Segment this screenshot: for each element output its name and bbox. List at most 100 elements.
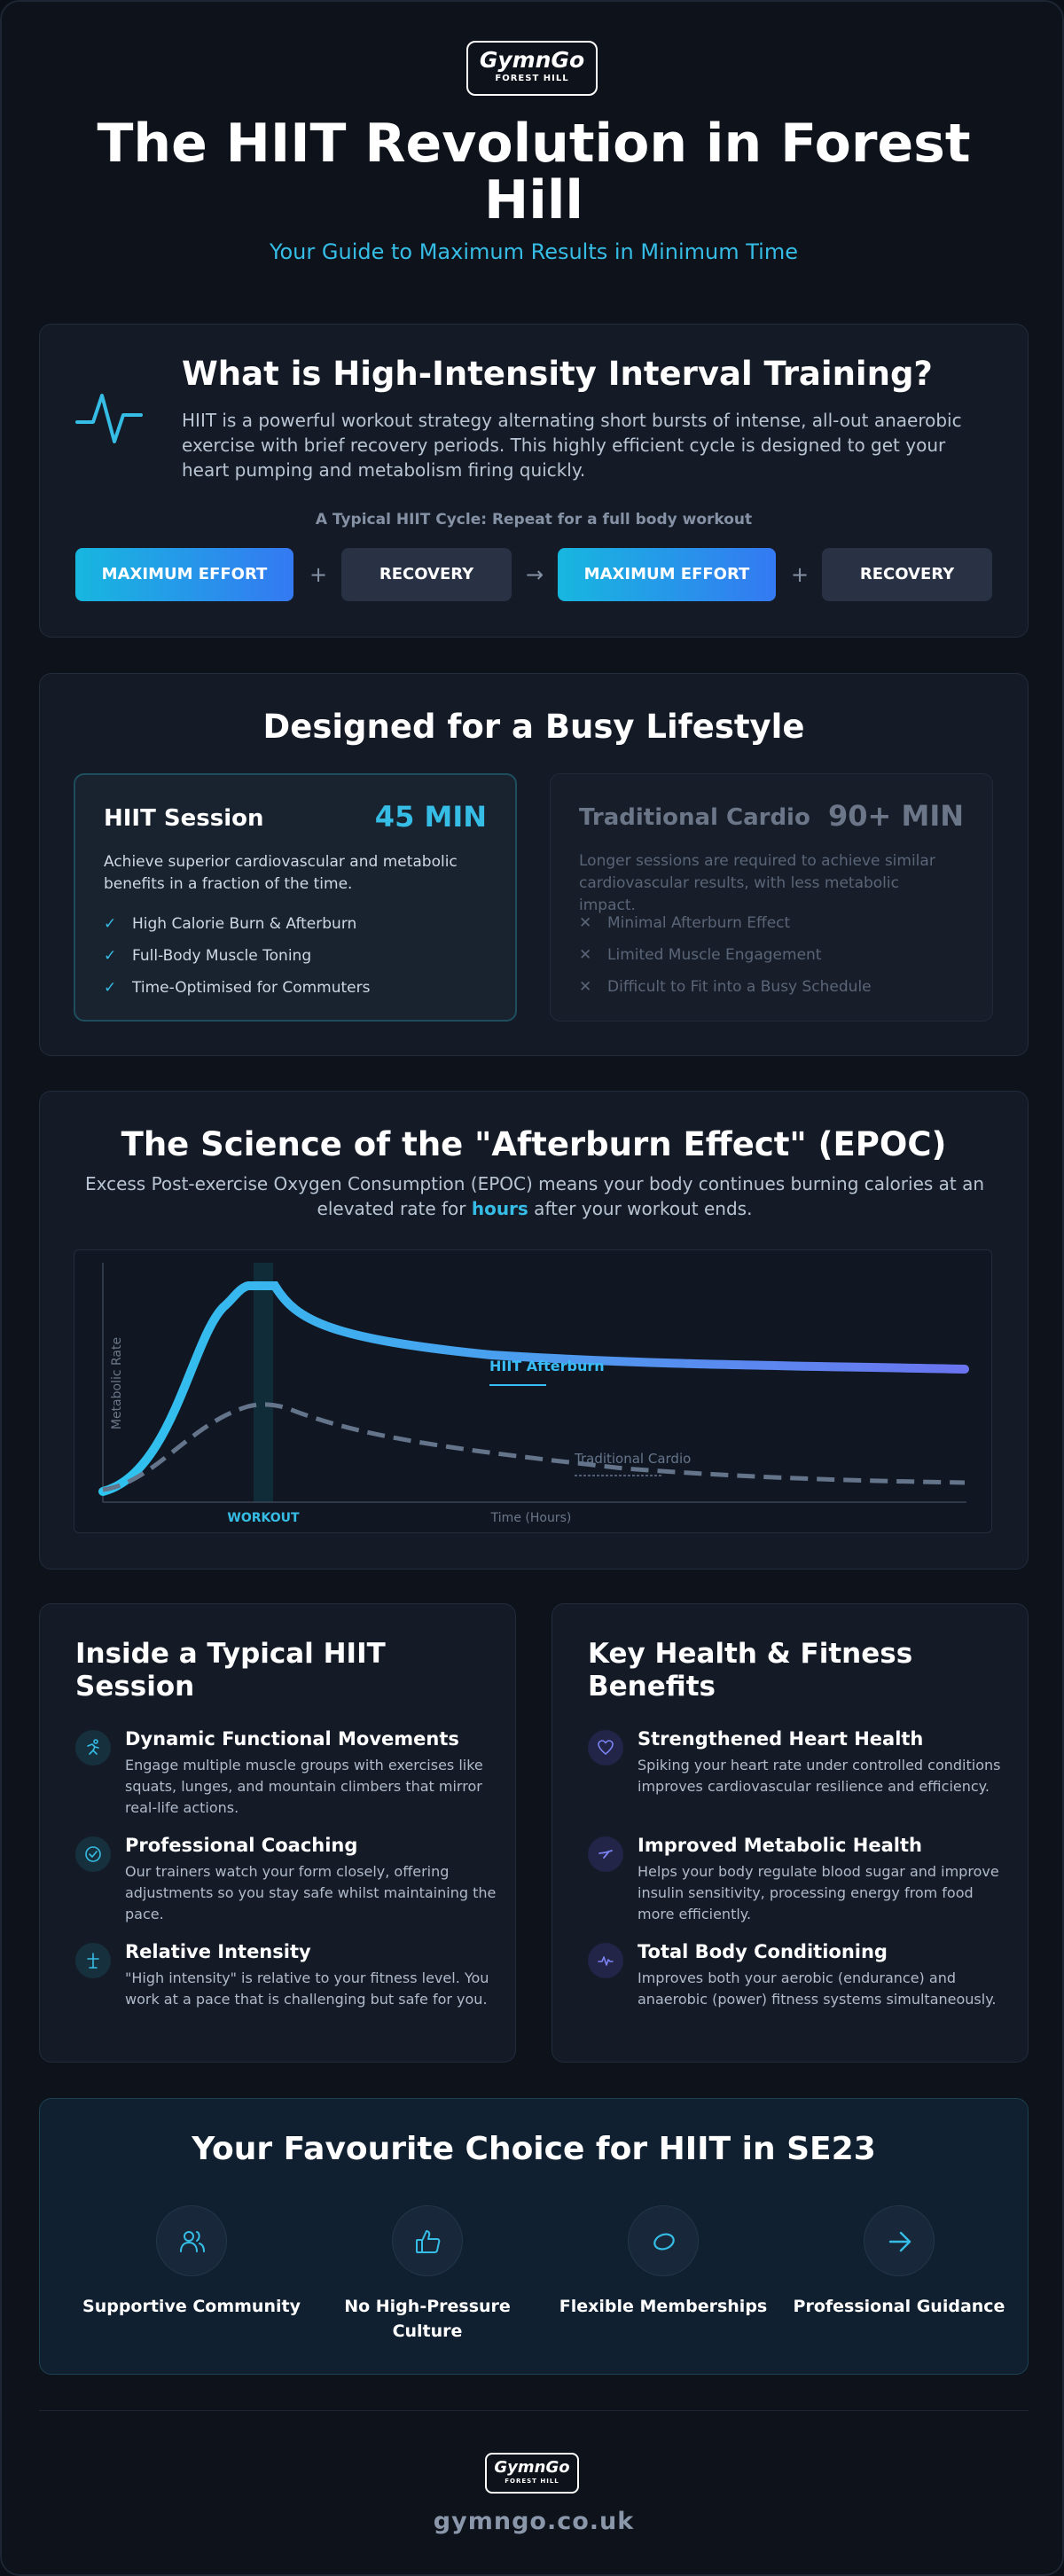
session-heading: Inside a Typical HIIT Session xyxy=(75,1638,386,1703)
point-text: High Calorie Burn & Afterburn xyxy=(132,915,357,933)
session-item-title: Relative Intensity xyxy=(125,1941,311,1962)
session-item: Professional Coaching Our trainers watch… xyxy=(75,1835,496,1932)
list-item: ✕ Difficult to Fit into a Busy Schedule xyxy=(579,971,872,1003)
cross-icon: ✕ xyxy=(579,946,592,964)
cycle-step-recovery: RECOVERY xyxy=(822,548,992,601)
feature-label: Supportive Community xyxy=(82,2297,301,2316)
feature-supportive-community: Supportive Community xyxy=(74,2205,309,2319)
arrow-right-icon xyxy=(864,2205,935,2276)
epoc-desc-text: after your workout ends. xyxy=(528,1198,753,1219)
cycle-step-max-effort: MAXIMUM EFFORT xyxy=(75,548,293,601)
page-subtitle: Your Guide to Maximum Results in Minimum… xyxy=(270,239,798,264)
lifestyle-heading: Designed for a Busy Lifestyle xyxy=(262,708,805,746)
point-text: Time-Optimised for Commuters xyxy=(132,979,371,997)
logo-brand: GymnGo xyxy=(479,47,585,73)
figure-icon xyxy=(75,1943,111,1978)
epoc-chart-svg: Metabolic Rate Time (Hours) WORKOUT HIIT… xyxy=(98,1263,969,1525)
heartbeat-icon xyxy=(75,394,143,443)
cycle-plus-sign: + xyxy=(309,562,328,587)
favourite-choice-card: Your Favourite Choice for HIIT in SE23 S… xyxy=(39,2098,1029,2375)
hiit-afterburn-line xyxy=(98,1281,969,1496)
list-item: ✓ Full-Body Muscle Toning xyxy=(104,940,370,972)
epoc-desc-highlight: hours xyxy=(471,1198,528,1219)
intro-description: HIIT is a powerful workout strategy alte… xyxy=(182,410,962,481)
epoc-chart: Metabolic Rate Time (Hours) WORKOUT HIIT… xyxy=(74,1249,992,1533)
hiit-session-name: HIIT Session xyxy=(104,805,264,832)
feature-no-pressure: No High-Pressure Culture xyxy=(309,2205,545,2344)
typical-session-card: Inside a Typical HIIT Session Dynamic Fu… xyxy=(39,1603,516,2063)
feature-label: Flexible Memberships xyxy=(559,2297,768,2316)
hiit-intro-card: What is High-Intensity Interval Training… xyxy=(39,324,1029,638)
cycle-step-recovery: RECOVERY xyxy=(341,548,512,601)
x-axis-label: Time (Hours) xyxy=(490,1511,572,1525)
session-item-title: Dynamic Functional Movements xyxy=(125,1728,459,1750)
epoc-description: Excess Post-exercise Oxygen Consumption … xyxy=(75,1171,994,1221)
list-item: ✓ Time-Optimised for Commuters xyxy=(104,972,370,1004)
metabolism-icon xyxy=(588,1836,623,1872)
benefits-heading: Key Health & Fitness Benefits xyxy=(588,1638,913,1703)
gymngo-logo[interactable]: GymnGo FOREST HILL xyxy=(466,41,598,96)
gymngo-logo-footer[interactable]: GymnGo FOREST HILL xyxy=(485,2453,579,2494)
benefit-item-title: Total Body Conditioning xyxy=(638,1941,888,1962)
session-item: Dynamic Functional Movements Engage mult… xyxy=(75,1728,492,1826)
busy-lifestyle-card: Designed for a Busy Lifestyle HIIT Sessi… xyxy=(39,673,1029,1056)
list-item: ✕ Limited Muscle Engagement xyxy=(579,939,872,971)
epoc-desc-text: Excess Post-exercise Oxygen Consumption … xyxy=(84,1173,985,1219)
cycle-plus-sign: + xyxy=(791,562,810,587)
benefit-item-title: Strengthened Heart Health xyxy=(638,1728,924,1750)
logo-location: FOREST HILL xyxy=(505,2478,559,2485)
intro-heading: What is High-Intensity Interval Training… xyxy=(182,355,933,393)
list-item: ✓ High Calorie Burn & Afterburn xyxy=(104,908,370,940)
footer-divider xyxy=(39,2410,1029,2411)
workout-region xyxy=(254,1263,273,1502)
y-axis-label: Metabolic Rate xyxy=(110,1337,124,1429)
pulse-icon xyxy=(588,1943,623,1978)
feature-professional-guidance: Professional Guidance xyxy=(781,2205,1017,2319)
check-icon: ✓ xyxy=(104,979,117,997)
cross-icon: ✕ xyxy=(579,978,592,996)
benefit-item-desc: Improves both your aerobic (endurance) a… xyxy=(638,1969,997,2008)
traditional-points-list: ✕ Minimal Afterburn Effect ✕ Limited Muscl… xyxy=(579,907,872,1003)
feature-label: Professional Guidance xyxy=(793,2297,1005,2316)
traditional-cardio-duration: 90+ MIN xyxy=(827,799,964,833)
thumbs-up-icon xyxy=(392,2205,463,2276)
hiit-session-duration: 45 MIN xyxy=(374,800,487,834)
point-text: Difficult to Fit into a Busy Schedule xyxy=(607,978,872,996)
session-item: Relative Intensity "High intensity" is r… xyxy=(75,1941,492,2039)
hiit-points-list: ✓ High Calorie Burn & Afterburn ✓ Full-Bod… xyxy=(104,908,370,1004)
benefit-item-title: Improved Metabolic Health xyxy=(638,1835,922,1856)
feature-flexible-memberships: Flexible Memberships xyxy=(545,2205,781,2319)
session-item-desc: Engage multiple muscle groups with exerc… xyxy=(125,1757,483,1816)
traditional-series-label: Traditional Cardio xyxy=(574,1451,691,1467)
website-link[interactable]: gymngo.co.uk xyxy=(433,2508,635,2535)
cross-icon: ✕ xyxy=(579,914,592,932)
hiit-session-description: Achieve superior cardiovascular and meta… xyxy=(104,853,458,893)
traditional-cardio-line xyxy=(102,1402,966,1492)
page-title: The HIIT Revolution in Forest Hill xyxy=(97,113,971,231)
session-item-desc: "High intensity" is relative to your fit… xyxy=(125,1969,489,2008)
point-text: Minimal Afterburn Effect xyxy=(607,914,791,932)
workout-region-label: WORKOUT xyxy=(227,1511,300,1525)
logo-brand: GymnGo xyxy=(494,2458,570,2477)
check-icon: ✓ xyxy=(104,915,117,933)
benefit-item-desc: Spiking your heart rate under controlled… xyxy=(638,1757,1001,1795)
traditional-cardio-name: Traditional Cardio xyxy=(579,804,810,831)
point-text: Full-Body Muscle Toning xyxy=(132,947,312,965)
session-item-desc: Our trainers watch your form closely, of… xyxy=(125,1863,497,1922)
logo-location: FOREST HILL xyxy=(495,74,569,83)
point-text: Limited Muscle Engagement xyxy=(607,946,822,964)
traditional-cardio-box: Traditional Cardio 90+ MIN Longer sessio… xyxy=(550,773,993,1022)
cycle-arrow: → xyxy=(526,562,544,587)
hiit-series-label: HIIT Afterburn xyxy=(489,1358,605,1374)
cycle-label: A Typical HIIT Cycle: Repeat for a full … xyxy=(315,511,753,529)
benefit-item: Total Body Conditioning Improves both yo… xyxy=(588,1941,1005,2039)
benefit-item-desc: Helps your body regulate blood sugar and… xyxy=(638,1863,999,1922)
feature-label: No High-Pressure Culture xyxy=(344,2297,511,2341)
running-icon xyxy=(75,1730,111,1766)
loop-icon xyxy=(628,2205,699,2276)
check-icon: ✓ xyxy=(104,947,117,965)
traditional-cardio-description: Longer sessions are required to achieve … xyxy=(579,852,935,914)
hiit-session-box: HIIT Session 45 MIN Achieve superior car… xyxy=(74,773,517,1022)
choice-heading: Your Favourite Choice for HIIT in SE23 xyxy=(192,2131,876,2167)
benefit-item: Improved Metabolic Health Helps your bod… xyxy=(588,1835,1005,1932)
